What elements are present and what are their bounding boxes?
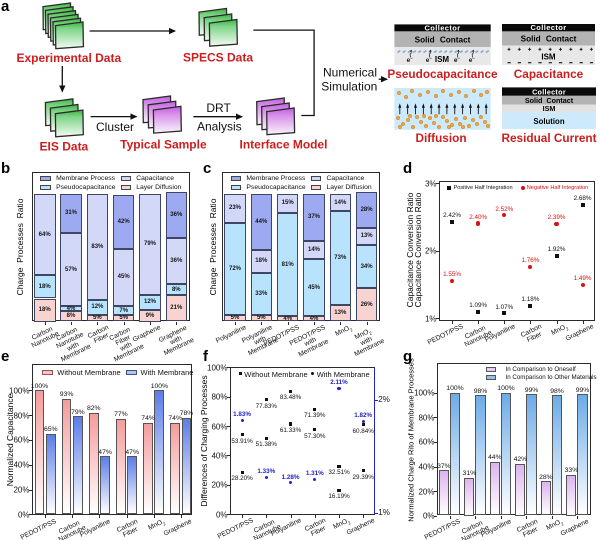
svg-text:Solid Contact: Solid Contact: [521, 35, 577, 44]
svg-text:Collector: Collector: [532, 87, 566, 96]
svg-text:DRT: DRT: [206, 101, 231, 115]
svg-text:e: e: [454, 57, 458, 64]
svg-text:Residual Current: Residual Current: [501, 131, 596, 145]
svg-text:Experimental Data: Experimental Data: [16, 51, 121, 65]
svg-text:Collector: Collector: [424, 23, 460, 32]
svg-text:Solid Contact: Solid Contact: [415, 35, 471, 44]
svg-text:Collector: Collector: [530, 23, 566, 32]
svg-text:Solution: Solution: [533, 117, 564, 126]
svg-text:e: e: [407, 57, 411, 64]
svg-text:ISM: ISM: [435, 55, 450, 64]
svg-text:−: −: [457, 56, 460, 61]
svg-text:ISM: ISM: [541, 52, 556, 61]
svg-text:−: −: [429, 56, 432, 61]
svg-text:Solid Contact: Solid Contact: [525, 96, 574, 105]
svg-text:Pseudocapacitance: Pseudocapacitance: [387, 67, 498, 81]
svg-text:SPECS Data: SPECS Data: [183, 51, 253, 65]
svg-text:Analysis: Analysis: [197, 120, 242, 134]
svg-text:EIS Data: EIS Data: [40, 140, 89, 154]
svg-text:Interface Model: Interface Model: [239, 138, 327, 152]
svg-text:Typical Sample: Typical Sample: [120, 138, 207, 152]
svg-text:e: e: [426, 57, 430, 64]
svg-text:e: e: [469, 57, 473, 64]
svg-text:Diffusion: Diffusion: [415, 131, 466, 145]
svg-text:Capacitance: Capacitance: [514, 67, 584, 81]
svg-text:Numerical: Numerical: [323, 65, 377, 79]
svg-text:Simulation: Simulation: [321, 79, 377, 93]
svg-text:Cluster: Cluster: [96, 120, 134, 134]
svg-text:ISM: ISM: [543, 104, 556, 113]
svg-text:−: −: [472, 56, 475, 61]
svg-text:−: −: [410, 56, 413, 61]
